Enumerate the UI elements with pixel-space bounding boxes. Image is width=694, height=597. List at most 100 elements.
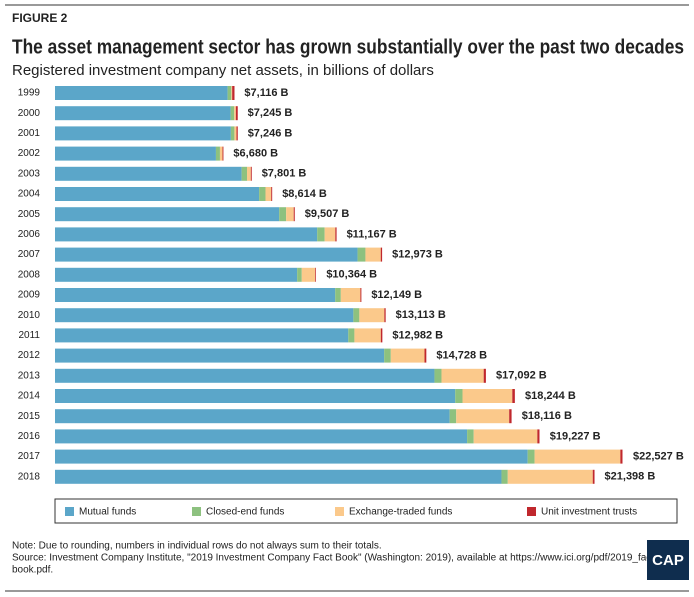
bar-segment <box>473 429 538 444</box>
bar-segment <box>534 449 621 464</box>
legend-swatch <box>192 507 201 516</box>
chart-title: The asset management sector has grown su… <box>12 36 684 58</box>
bar-segment <box>384 308 386 323</box>
bar-segment <box>509 409 512 424</box>
bar-segment <box>227 86 232 100</box>
y-tick-label: 2001 <box>18 128 41 139</box>
total-label: $12,982 B <box>392 329 443 341</box>
bar-segment <box>55 308 354 323</box>
bar-segment <box>365 247 381 262</box>
bar-segment <box>512 389 515 403</box>
bar-segment <box>55 348 385 363</box>
y-tick-label: 2002 <box>18 148 41 159</box>
total-label: $9,507 B <box>305 208 350 220</box>
bar-segment <box>55 389 456 403</box>
bar-segment <box>462 389 513 403</box>
figure-label: FIGURE 2 <box>12 11 68 25</box>
legend-box <box>54 498 678 524</box>
bar-segment <box>441 368 484 383</box>
bar-segment <box>231 86 233 100</box>
total-label: $14,728 B <box>436 350 487 362</box>
total-label: $7,801 B <box>262 168 307 180</box>
bar-segment <box>501 469 508 484</box>
bar-segment <box>55 449 528 464</box>
total-label: $10,364 B <box>326 269 377 281</box>
bar-segment <box>55 429 468 444</box>
y-tick-label: 2005 <box>18 209 41 220</box>
y-tick-label: 2008 <box>18 269 41 280</box>
bar-segment <box>357 247 366 262</box>
y-tick-label: 2007 <box>18 249 41 260</box>
bar-segment <box>55 146 216 161</box>
bar-segment <box>55 267 298 282</box>
total-label: $7,245 B <box>248 107 293 119</box>
total-label: $18,244 B <box>525 390 576 402</box>
bar-segment <box>286 207 294 222</box>
bar-segment <box>215 146 220 161</box>
y-tick-label: 2012 <box>18 350 41 361</box>
bar-segment <box>55 207 280 222</box>
bar-segment <box>55 469 502 484</box>
bar-segment <box>232 86 235 100</box>
bar-segment <box>483 368 486 383</box>
y-tick-label: 2014 <box>18 391 41 402</box>
bar-segment <box>467 429 474 444</box>
legend-label: Unit investment trusts <box>541 507 637 518</box>
bar-segment <box>380 328 383 343</box>
bar-segment <box>354 328 381 343</box>
source: book.pdf. <box>12 565 53 576</box>
total-label: $11,167 B <box>347 228 397 240</box>
bar-segment <box>390 348 425 363</box>
bar-segment <box>455 389 463 403</box>
logo-box <box>647 540 689 580</box>
bar-segment <box>301 267 316 282</box>
bar-segment <box>293 207 295 222</box>
bar-segment <box>55 166 242 181</box>
bar-segment <box>236 126 238 141</box>
chart-subtitle: Registered investment company net assets… <box>12 62 434 79</box>
bar-segment <box>335 227 337 242</box>
bar-segment <box>265 187 272 201</box>
bar-segment <box>360 288 362 302</box>
legend-swatch <box>335 507 344 516</box>
bar-segment <box>55 126 231 141</box>
total-label: $21,398 B <box>605 471 656 483</box>
legend-label: Mutual funds <box>79 507 136 518</box>
bar-segment <box>250 166 252 181</box>
y-tick-label: 2016 <box>18 431 41 442</box>
bar-segment <box>247 166 251 181</box>
legend-label: Exchange-traded funds <box>349 507 452 518</box>
bar-segment <box>55 227 318 242</box>
bar-segment <box>230 106 235 121</box>
y-tick-label: 2009 <box>18 290 41 301</box>
bar-segment <box>271 187 273 201</box>
bar-segment <box>235 106 238 121</box>
bar-segment <box>55 187 260 201</box>
bar-segment <box>317 227 325 242</box>
bar-segment <box>55 409 450 424</box>
bar-segment <box>219 146 223 161</box>
bar-segment <box>55 328 349 343</box>
bar-segment <box>55 86 228 100</box>
y-tick-label: 1999 <box>18 88 41 99</box>
total-label: $12,973 B <box>392 249 443 261</box>
bar-segment <box>380 247 383 262</box>
bar-segment <box>335 288 341 302</box>
bar-segment <box>324 227 336 242</box>
bar-segment <box>230 126 235 141</box>
bar-segment <box>55 247 358 262</box>
bar-segment <box>384 348 391 363</box>
bar-segment <box>592 469 595 484</box>
y-tick-label: 2006 <box>18 229 41 240</box>
bar-segment <box>55 106 231 121</box>
total-label: $13,113 B <box>396 309 446 321</box>
total-label: $12,149 B <box>371 289 422 301</box>
bar-segment <box>315 267 316 282</box>
bar-segment <box>507 469 593 484</box>
y-tick-label: 2010 <box>18 310 41 321</box>
note: Note: Due to rounding, numbers in indivi… <box>12 541 382 552</box>
y-tick-label: 2004 <box>18 189 41 200</box>
total-label: $8,614 B <box>282 188 327 200</box>
total-label: $6,680 B <box>233 148 278 160</box>
source: Source: Investment Company Institute, "2… <box>12 553 657 564</box>
